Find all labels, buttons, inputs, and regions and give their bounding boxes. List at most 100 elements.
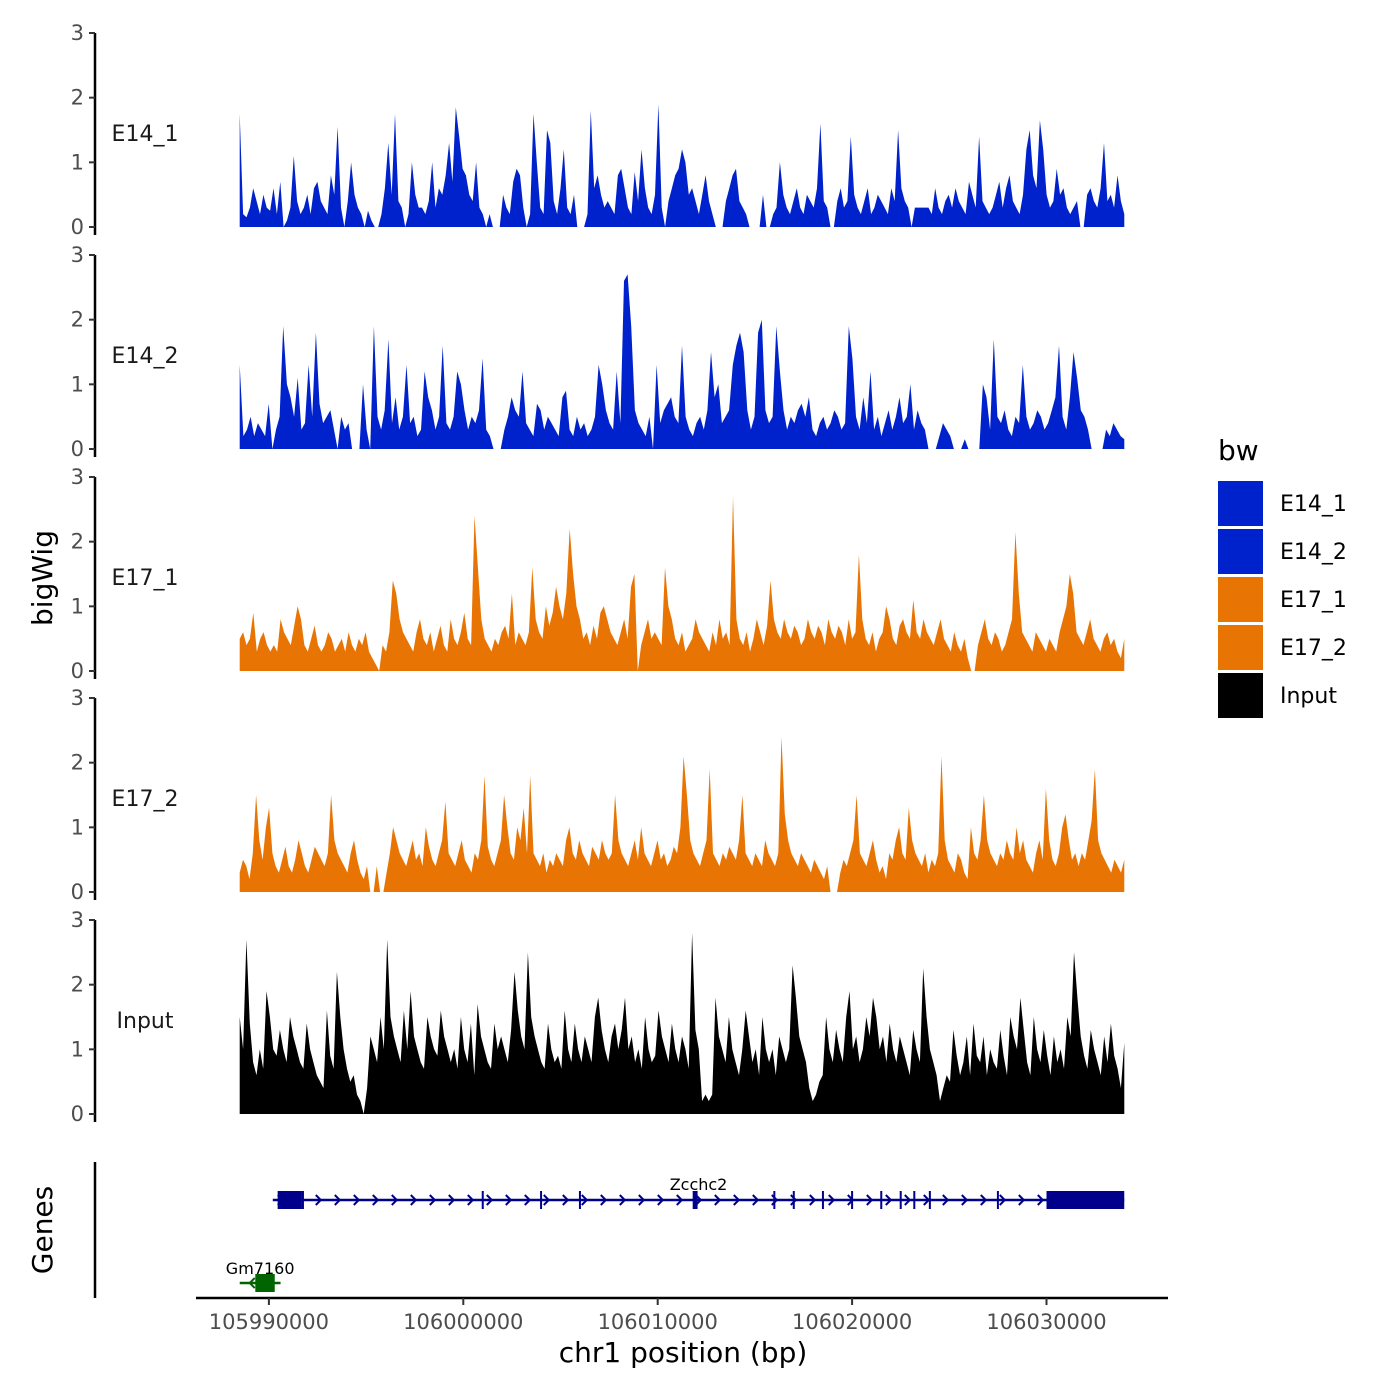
gene-label: Gm7160 <box>226 1259 295 1278</box>
y-tick-label: 3 <box>71 465 84 489</box>
coverage-area-input <box>239 932 1125 1114</box>
legend-key-e17_2 <box>1218 625 1263 670</box>
strand-chevron <box>714 1194 722 1206</box>
y-tick-label: 0 <box>71 659 84 683</box>
strand-chevron <box>676 1194 684 1206</box>
strand-chevron <box>733 1194 741 1206</box>
x-axis: 105990000 106000000 106010000 106020000 1060… <box>196 1296 1168 1334</box>
y-tick-label: 1 <box>71 1037 84 1061</box>
strand-chevron <box>885 1194 893 1206</box>
legend-key-e17_1 <box>1218 577 1263 622</box>
strand-chevron <box>524 1194 532 1206</box>
track-e14_2: 0 1 2 3 E14_2 <box>71 243 1125 461</box>
x-tick-label: 106030000 <box>986 1310 1106 1334</box>
strand-chevron <box>467 1194 475 1206</box>
gene-label: Zcchc2 <box>670 1175 728 1194</box>
strand-chevron <box>334 1194 342 1206</box>
strand-chevron <box>543 1194 551 1206</box>
gene-exon <box>277 1191 302 1209</box>
y-tick-label: 3 <box>71 21 84 45</box>
strand-chevron <box>904 1194 912 1206</box>
x-tick-label: 106010000 <box>598 1310 718 1334</box>
strand-chevron <box>790 1194 798 1206</box>
y-tick-label: 0 <box>71 880 84 904</box>
bigwig-tracks: 0 1 2 3 E14_1 0 1 2 3 E14_2 0 1 2 3 E17_1 0 1 2 3 E17_2 0 1 2 3… <box>71 21 1125 1126</box>
legend-key-e14_2 <box>1218 529 1263 574</box>
gene-exon <box>692 1191 697 1209</box>
track-input: 0 1 2 3 Input <box>71 908 1125 1126</box>
track-label: E14_1 <box>112 122 179 147</box>
gene-gm7160: Gm7160 <box>226 1259 295 1292</box>
y-tick-label: 2 <box>71 86 84 110</box>
strand-chevron <box>372 1194 380 1206</box>
track-e14_1: 0 1 2 3 E14_1 <box>71 21 1125 239</box>
legend-label-e17_1: E17_1 <box>1280 588 1347 613</box>
y-tick-label: 2 <box>71 530 84 554</box>
strand-chevron <box>581 1194 589 1206</box>
y-tick-label: 0 <box>71 437 84 461</box>
coverage-area-e17_1 <box>239 496 1125 671</box>
y-tick-label: 3 <box>71 908 84 932</box>
strand-chevron <box>505 1194 513 1206</box>
strand-chevron <box>448 1194 456 1206</box>
y-tick-label: 2 <box>71 751 84 775</box>
strand-chevron <box>942 1194 950 1206</box>
strand-chevron <box>980 1194 988 1206</box>
track-e17_2: 0 1 2 3 E17_2 <box>71 686 1125 904</box>
strand-chevron <box>828 1194 836 1206</box>
strand-chevron <box>752 1194 760 1206</box>
strand-chevron <box>410 1194 418 1206</box>
y-tick-label: 1 <box>71 815 84 839</box>
x-tick-label: 106020000 <box>792 1310 912 1334</box>
strand-chevron <box>429 1194 437 1206</box>
legend-label-e14_1: E14_1 <box>1280 492 1347 517</box>
y-tick-label: 1 <box>71 372 84 396</box>
legend-label-input: Input <box>1280 684 1337 709</box>
coverage-area-e17_2 <box>239 736 1125 892</box>
strand-chevron <box>961 1194 969 1206</box>
legend: bw E14_1 E14_2 E17_1 E17_2 Input <box>1218 434 1347 718</box>
x-tick-label: 106000000 <box>403 1310 523 1334</box>
strand-chevron <box>315 1194 323 1206</box>
strand-chevron <box>638 1194 646 1206</box>
genes-panel: Zcchc2 Gm7160 <box>93 1162 1125 1298</box>
track-label: E17_2 <box>112 787 179 812</box>
strand-chevron <box>809 1194 817 1206</box>
strand-chevron <box>248 1277 256 1289</box>
strand-chevron <box>1018 1194 1026 1206</box>
y-tick-label: 3 <box>71 686 84 710</box>
legend-key-e14_1 <box>1218 481 1263 526</box>
track-e17_1: 0 1 2 3 E17_1 <box>71 465 1125 683</box>
strand-chevron <box>923 1194 931 1206</box>
legend-title: bw <box>1218 434 1259 467</box>
y-tick-label: 0 <box>71 1102 84 1126</box>
strand-chevron <box>600 1194 608 1206</box>
coverage-area-e14_1 <box>239 104 1125 227</box>
y-tick-label: 2 <box>71 308 84 332</box>
y-tick-label: 3 <box>71 243 84 267</box>
strand-chevron <box>999 1194 1007 1206</box>
y-tick-label: 1 <box>71 150 84 174</box>
gene-exon <box>255 1274 275 1292</box>
track-label: E14_2 <box>112 344 179 369</box>
strand-chevron <box>866 1194 874 1206</box>
track-label: Input <box>117 1009 174 1034</box>
coverage-area-e14_2 <box>239 274 1125 449</box>
y-tick-label: 1 <box>71 594 84 618</box>
strand-chevron <box>619 1194 627 1206</box>
x-axis-title: chr1 position (bp) <box>559 1336 808 1369</box>
x-tick-label: 105990000 <box>209 1310 329 1334</box>
gene-zcchc2: Zcchc2 <box>272 1175 1125 1209</box>
y-tick-label: 2 <box>71 973 84 997</box>
strand-chevron <box>657 1194 665 1206</box>
gene-exon <box>301 1191 304 1209</box>
strand-chevron <box>486 1194 494 1206</box>
legend-label-e14_2: E14_2 <box>1280 540 1347 565</box>
legend-key-input <box>1218 673 1263 718</box>
strand-chevron <box>562 1194 570 1206</box>
y-axis-title: bigWig <box>26 530 59 626</box>
genes-axis-title: Genes <box>26 1186 59 1274</box>
strand-chevron <box>1037 1194 1045 1206</box>
y-tick-label: 0 <box>71 215 84 239</box>
